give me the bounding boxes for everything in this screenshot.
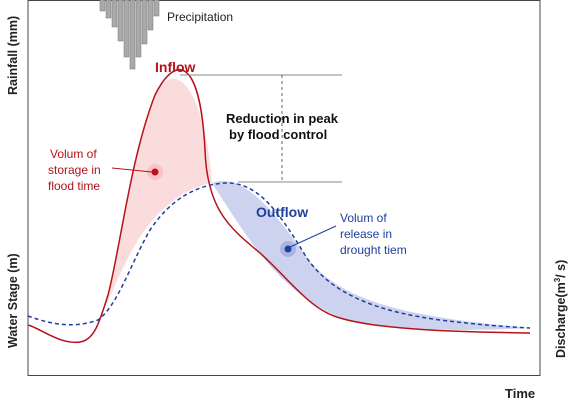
precipitation-bar xyxy=(147,0,154,31)
storage-label-line2: storage in xyxy=(48,163,101,177)
storage-marker xyxy=(151,168,159,176)
time-axis-label: Time xyxy=(505,386,535,401)
release-label-line3: drought tiem xyxy=(340,243,407,257)
outflow-label: Outflow xyxy=(256,204,308,220)
release-marker xyxy=(284,245,292,253)
storage-label-line3: flood time xyxy=(48,179,100,193)
plot-frame xyxy=(27,0,541,376)
outflow-curve xyxy=(27,182,531,329)
precipitation-bar xyxy=(141,0,148,45)
precipitation-bar xyxy=(105,0,112,19)
reduction-label-line1: Reduction in peak xyxy=(226,111,339,126)
release-label-line1: Volum of xyxy=(340,211,387,225)
discharge-axis-label: Discharge(m3/ s) xyxy=(553,260,568,358)
storage-leader-line xyxy=(111,167,153,173)
precipitation-bar xyxy=(111,0,118,28)
reduction-label-line2: by flood control xyxy=(229,127,327,142)
precipitation-label: Precipitation xyxy=(167,10,233,24)
release-label-line2: release in xyxy=(340,227,392,241)
release-leader-line xyxy=(289,225,337,248)
precipitation-bar xyxy=(99,0,106,12)
precipitation-bar xyxy=(129,0,136,70)
precipitation-bar xyxy=(123,0,130,58)
precipitation-bars xyxy=(99,0,160,70)
precipitation-bar xyxy=(153,0,160,17)
storage-volume-area xyxy=(98,78,212,320)
water-stage-axis-label: Water Stage (m) xyxy=(6,253,20,348)
precipitation-bar xyxy=(117,0,124,42)
precipitation-bar xyxy=(135,0,142,58)
release-volume-area xyxy=(212,180,530,330)
inflow-label: Inflow xyxy=(155,59,196,75)
rainfall-axis-label: Rainfall (mm) xyxy=(6,16,20,95)
storage-label-line1: Volum of xyxy=(50,147,97,161)
inflow-curve xyxy=(27,68,531,344)
